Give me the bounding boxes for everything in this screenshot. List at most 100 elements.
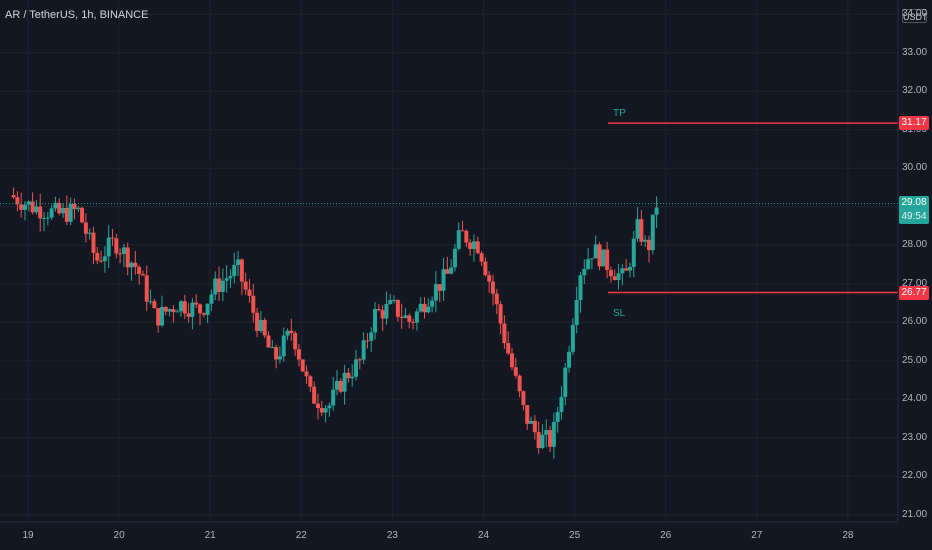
candle-down [30, 201, 35, 213]
candle-down [422, 303, 427, 313]
time-tick-label: 24 [477, 530, 490, 541]
candle-up [270, 347, 275, 349]
candle-down [437, 284, 442, 291]
symbol-title[interactable]: AR / TetherUS, 1h, BINANCE [5, 9, 149, 21]
candle-down [376, 308, 381, 311]
candle-down [19, 204, 24, 210]
candle-up [574, 300, 579, 325]
candle-down [490, 281, 495, 294]
candle-up [258, 319, 263, 331]
candle-down [64, 207, 69, 222]
candle-up [209, 294, 214, 304]
candle-down [525, 405, 530, 424]
candle-up [452, 248, 457, 268]
candle-up [236, 259, 241, 265]
candle-up [129, 262, 134, 268]
candle-down [125, 247, 130, 268]
candle-down [319, 408, 324, 413]
candle-down [182, 301, 187, 314]
candle-up [205, 303, 210, 315]
candle-down [11, 195, 16, 198]
candle-up [342, 372, 347, 392]
candle-down [608, 269, 613, 277]
candle-down [468, 242, 473, 250]
candle-down [274, 347, 279, 360]
time-tick-label: 22 [295, 530, 307, 541]
candle-up [42, 217, 47, 219]
tp-label: TP [613, 108, 626, 120]
price-tick-label: 27.00 [902, 277, 928, 289]
candle-down [605, 249, 610, 270]
candle-down [612, 276, 617, 281]
candle-up [68, 203, 73, 222]
candle-up [627, 266, 632, 271]
time-tick-label: 20 [113, 530, 125, 541]
candle-down [163, 306, 168, 312]
candle-down [502, 323, 507, 344]
candle-down [380, 310, 385, 319]
candle-up [53, 202, 58, 209]
candle-down [521, 391, 526, 406]
candle-down [201, 313, 206, 315]
candle-up [631, 238, 636, 267]
candle-down [296, 349, 301, 360]
candle-up [369, 332, 374, 341]
level-lines [0, 122, 898, 294]
candle-up [106, 237, 111, 257]
candle-up [635, 219, 640, 239]
candle-up [34, 206, 39, 213]
price-tick-label: 23.00 [902, 431, 928, 443]
candle-down [239, 259, 244, 282]
candle-down [513, 367, 518, 376]
price-tick-label: 32.00 [902, 85, 928, 97]
candle-up [441, 269, 446, 291]
candle-up [281, 335, 286, 357]
candle-up [45, 217, 50, 219]
candle-down [460, 230, 465, 232]
candle-up [87, 232, 92, 234]
time-tick-label: 28 [842, 530, 854, 541]
candle-up [167, 309, 172, 312]
time-tick-label: 25 [569, 530, 581, 541]
sl-price-badge: 26.77 [899, 285, 929, 300]
candle-down [597, 244, 602, 267]
candle-down [247, 289, 252, 296]
candle-up [563, 367, 568, 397]
candle-up [601, 249, 606, 267]
candle-down [15, 197, 20, 205]
last-price-badge: 29.08 49:54 [899, 195, 929, 224]
candle-up [392, 299, 397, 301]
candle-down [156, 308, 161, 326]
price-tick-label: 30.00 [902, 162, 928, 174]
candle-down [243, 281, 248, 290]
candle-up [616, 273, 621, 281]
candle-down [517, 375, 522, 392]
candle-up [224, 278, 229, 281]
candle-up [544, 430, 549, 435]
candle-down [137, 266, 142, 274]
candle-down [624, 268, 629, 271]
candle-up [334, 380, 339, 390]
candle-down [266, 335, 271, 348]
candle-down [293, 333, 298, 350]
candle-down [300, 359, 305, 372]
candle-down [152, 301, 157, 309]
time-tick-label: 26 [660, 530, 672, 541]
candle-up [175, 311, 180, 313]
candle-down [407, 315, 412, 322]
candle-down [194, 302, 199, 305]
candle-up [456, 230, 461, 249]
candle-down [487, 275, 492, 282]
candle-up [578, 275, 583, 301]
candle-down [83, 222, 88, 234]
candle-down [532, 420, 537, 433]
candle-down [95, 252, 100, 261]
candle-up [49, 208, 54, 218]
candle-up [22, 204, 27, 210]
currency-tag[interactable]: USDT [902, 9, 928, 23]
candle-down [72, 203, 77, 210]
candle-up [654, 207, 659, 215]
candle-down [255, 312, 260, 331]
chart-grid [0, 0, 898, 522]
